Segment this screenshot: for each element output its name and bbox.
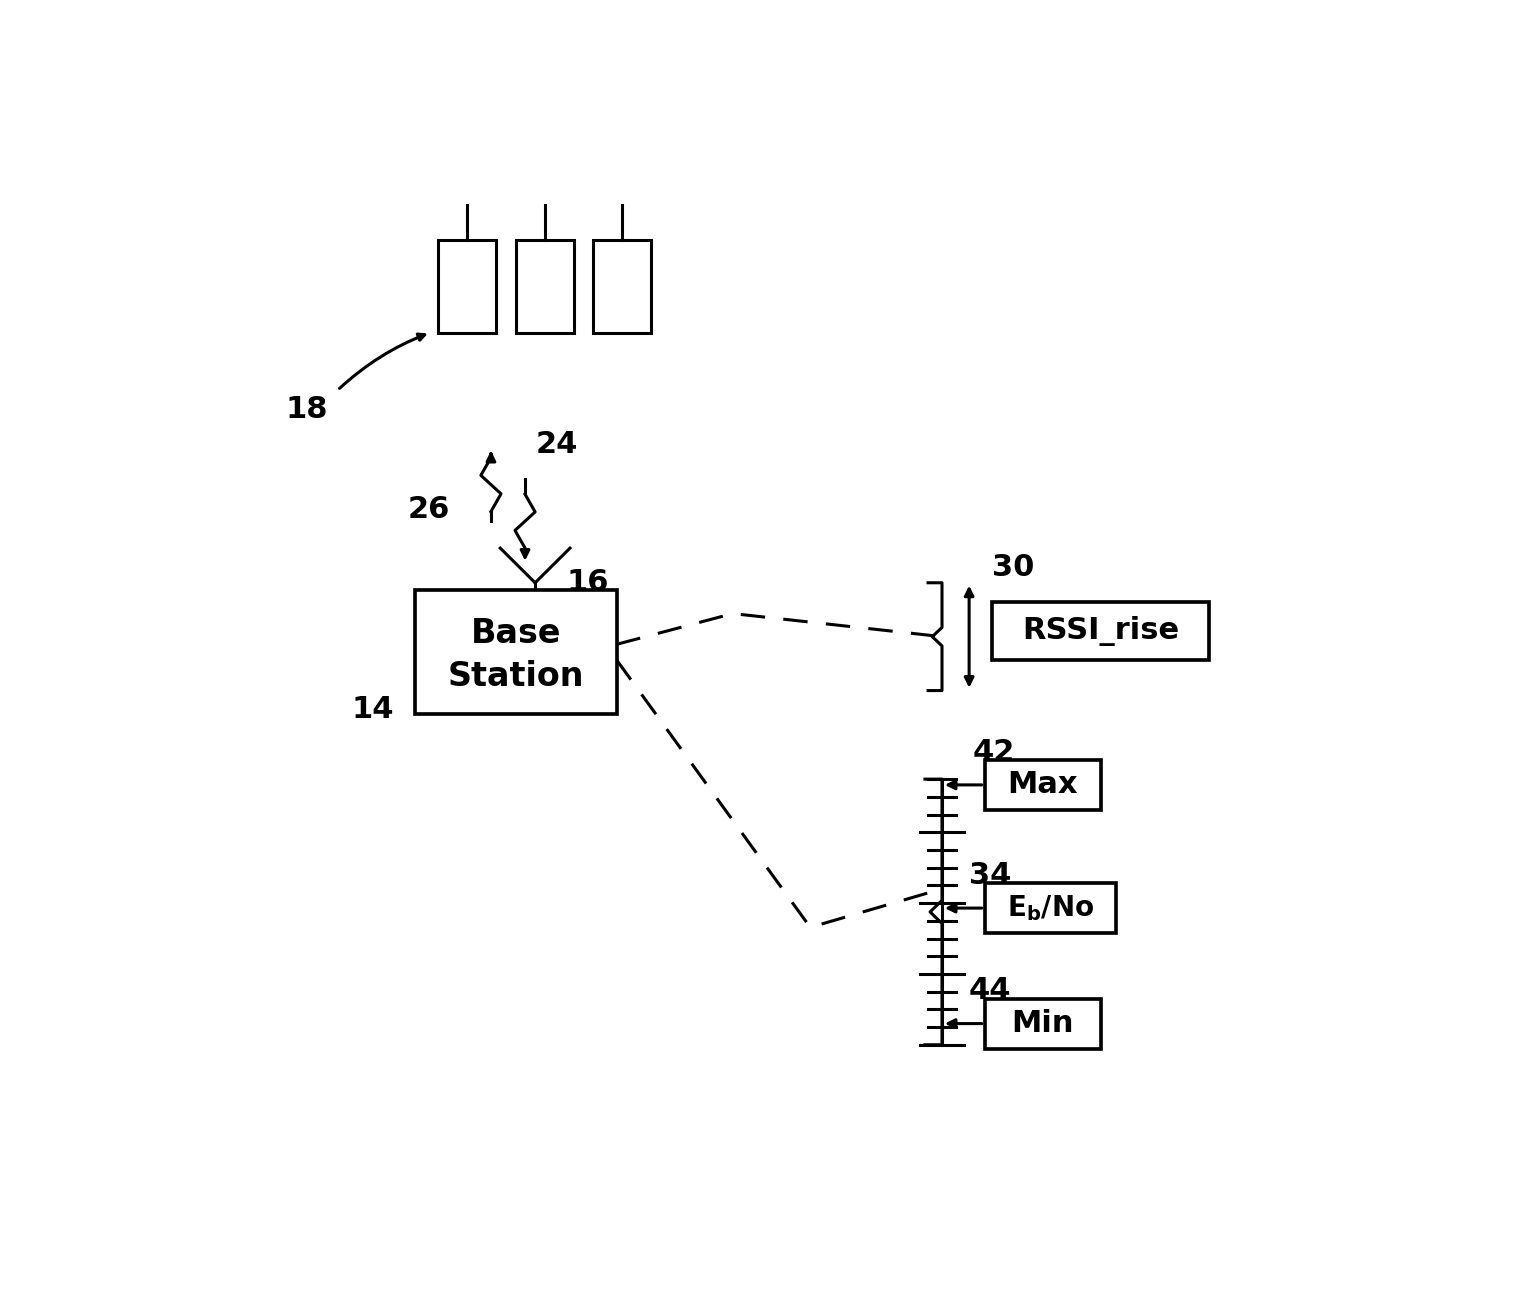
Text: Station: Station [447, 661, 584, 693]
Text: 30: 30 [992, 553, 1035, 582]
Text: 26: 26 [408, 496, 451, 525]
Text: Min: Min [1012, 1008, 1075, 1039]
Bar [416, 590, 616, 714]
Text: RSSI_rise: RSSI_rise [1023, 616, 1180, 646]
Bar [985, 883, 1116, 933]
Text: 14: 14 [352, 696, 394, 725]
Bar [594, 241, 651, 332]
Text: Base: Base [470, 617, 562, 650]
Bar [985, 998, 1100, 1049]
Text: 42: 42 [973, 738, 1015, 766]
Text: 16: 16 [566, 568, 609, 598]
Text: 44: 44 [970, 976, 1012, 1006]
Text: 34: 34 [970, 861, 1012, 889]
Text: Max: Max [1008, 770, 1078, 799]
Bar [985, 760, 1100, 810]
Text: 24: 24 [536, 429, 577, 459]
Bar [438, 241, 496, 332]
Text: $\mathbf{E_b/No}$: $\mathbf{E_b/No}$ [1008, 893, 1094, 923]
Text: 18: 18 [285, 395, 327, 424]
Bar [992, 602, 1210, 659]
Bar [516, 241, 574, 332]
